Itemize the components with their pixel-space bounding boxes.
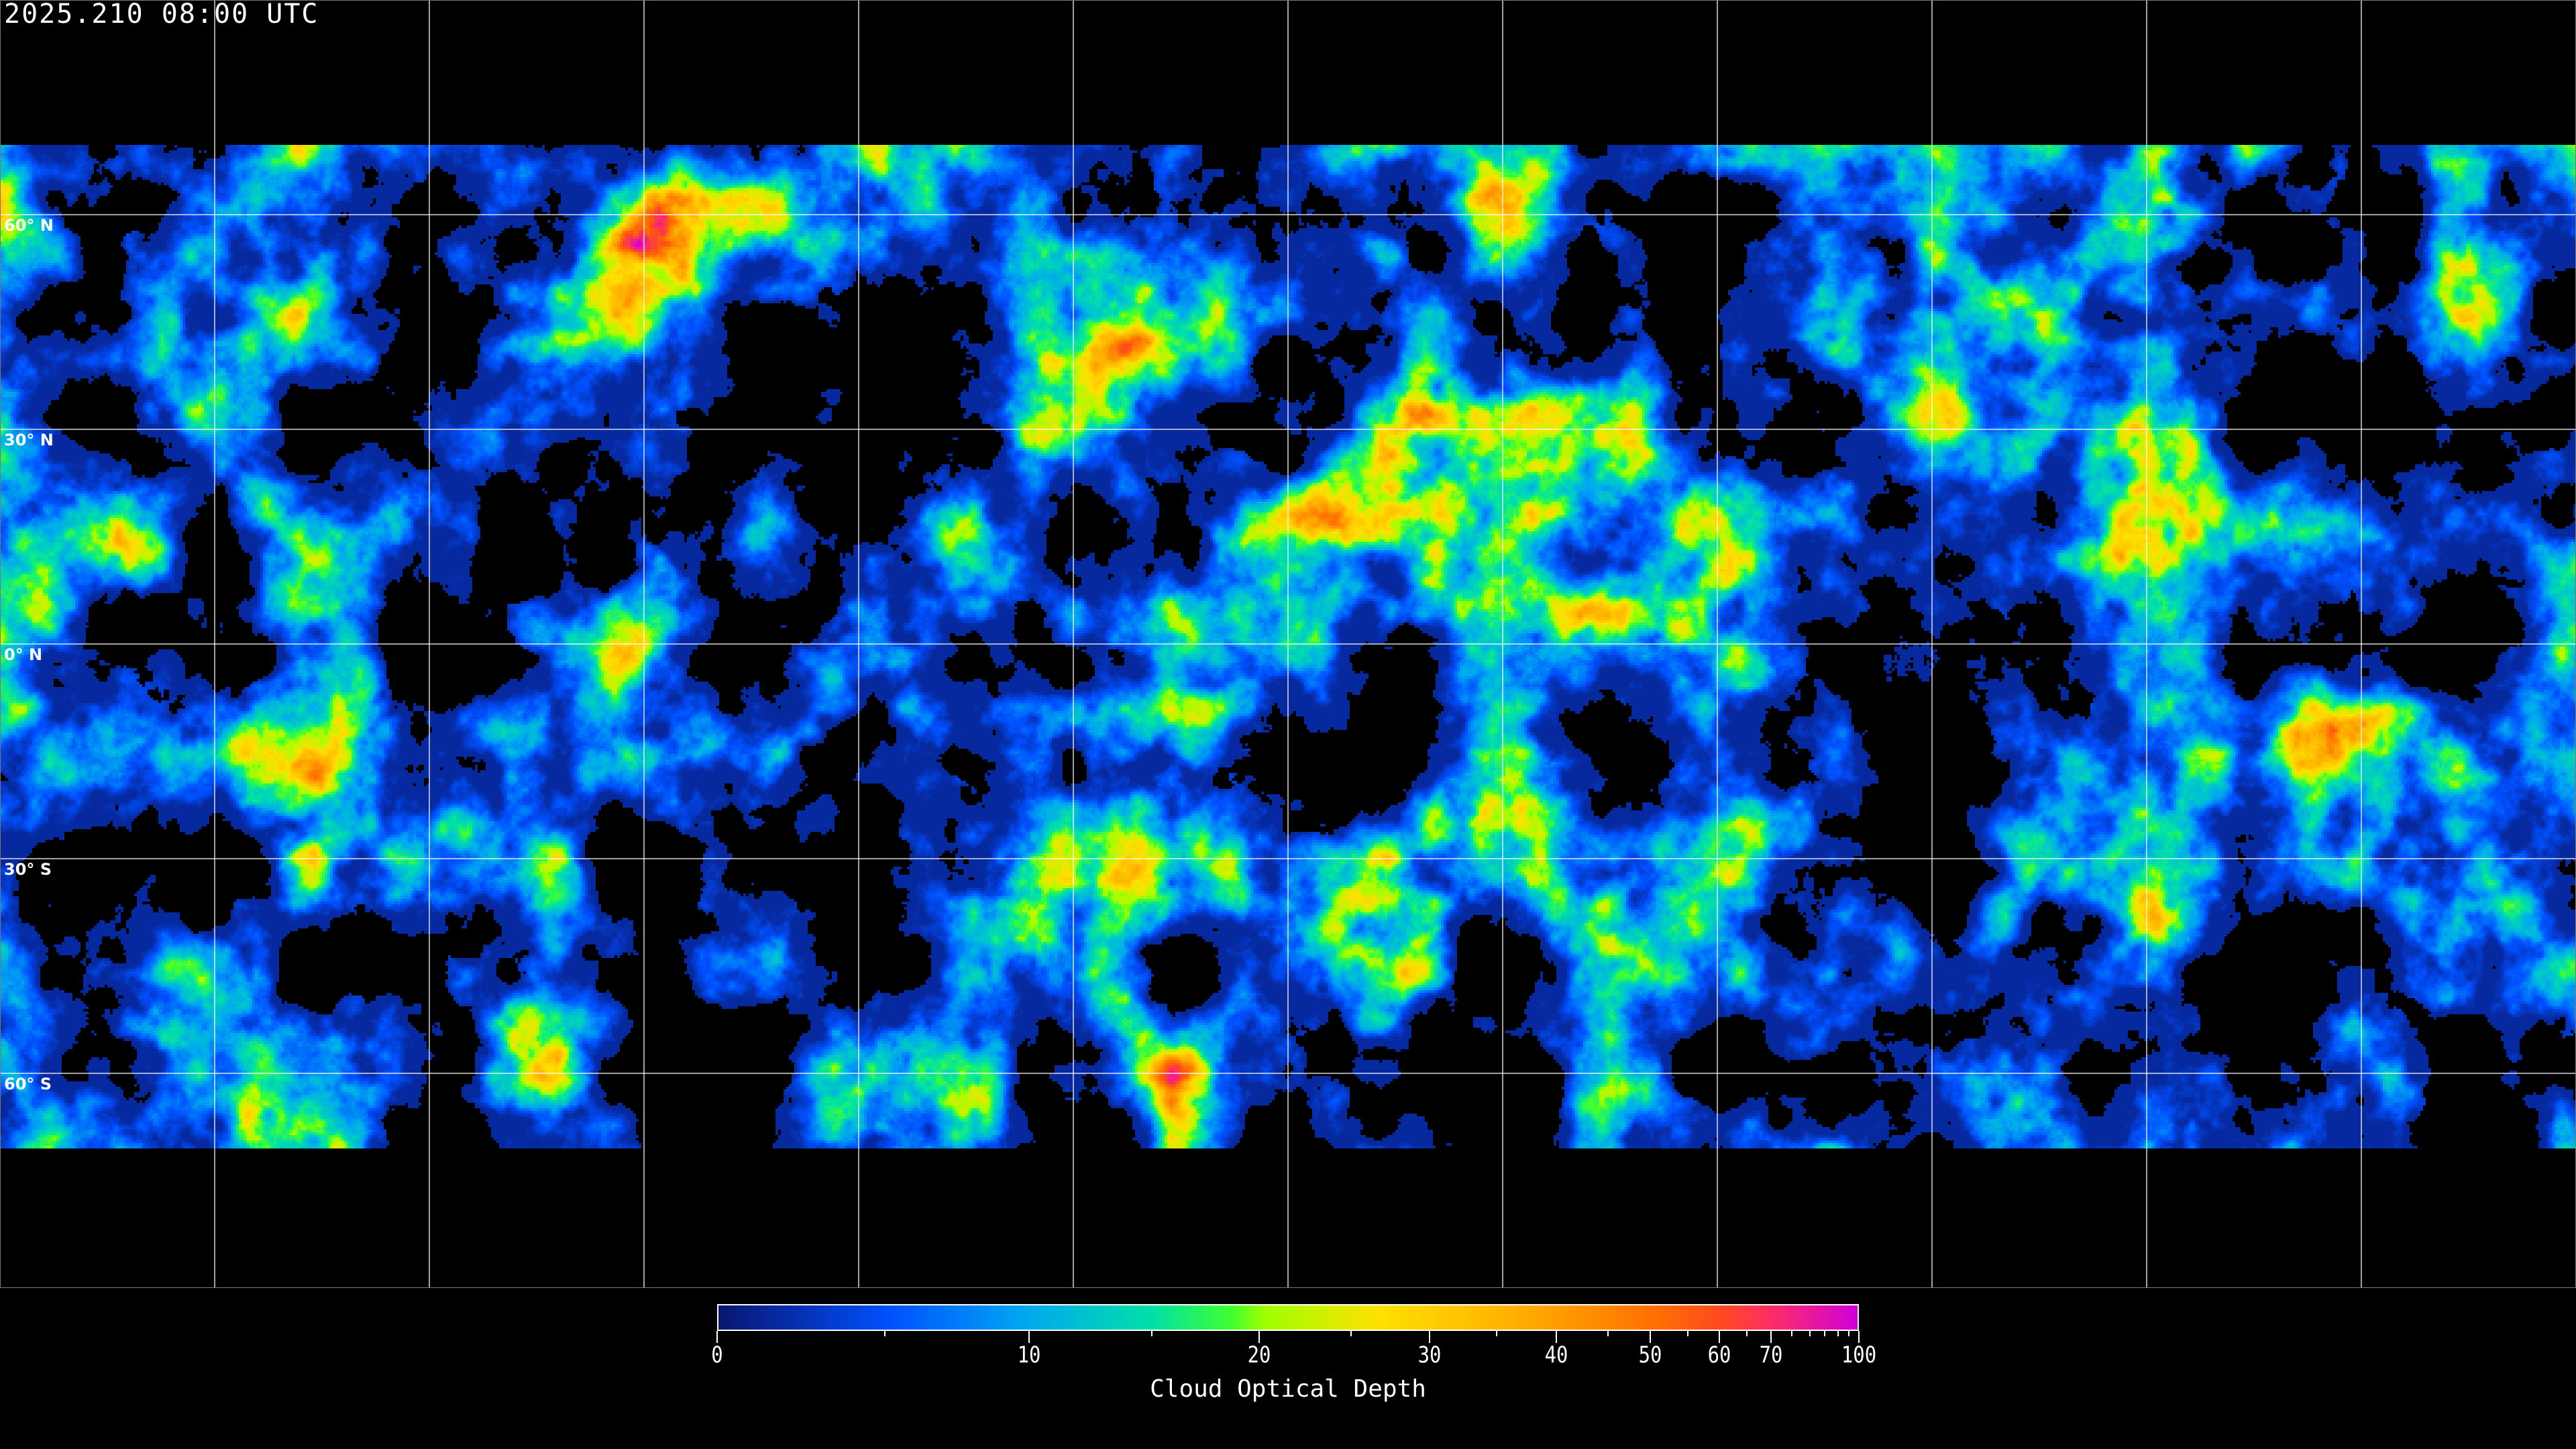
colorbar-major-tick (1858, 1331, 1860, 1343)
colorbar-minor-tick (1496, 1331, 1498, 1336)
colorbar-tick-label: 40 (1544, 1342, 1568, 1368)
colorbar-tick-label: 70 (1759, 1342, 1783, 1368)
colorbar-tick-label: 10 (1017, 1342, 1041, 1368)
lat-label-30n: 30° N (4, 431, 54, 449)
lat-label-60n: 60° N (4, 216, 54, 235)
graticule (0, 0, 2576, 1288)
colorbar-tick-label: 60 (1707, 1342, 1731, 1368)
colorbar-tick-label: 100 (1841, 1342, 1877, 1368)
lat-label-30s: 30° S (4, 860, 52, 879)
colorbar-minor-tick (1847, 1331, 1849, 1336)
colorbar-minor-tick (1823, 1331, 1825, 1336)
colorbar-major-tick (1719, 1331, 1721, 1343)
colorbar-minor-tick (1350, 1331, 1352, 1336)
colorbar-major-tick (1028, 1331, 1030, 1343)
colorbar-tick-label: 30 (1417, 1342, 1442, 1368)
colorbar-major-tick (1258, 1331, 1260, 1343)
colorbar-ticks: 0 10 20 30 40 50 60 70 100 (711, 1331, 1876, 1385)
colorbar-tick-label: 50 (1638, 1342, 1662, 1368)
colorbar-major-tick (716, 1331, 718, 1343)
colorbar-tick-label: 0 (711, 1342, 723, 1368)
colorbar-minor-tick (1686, 1331, 1688, 1336)
colorbar-title: Cloud Optical Depth (1150, 1375, 1426, 1403)
colorbar-major-tick (1429, 1331, 1431, 1343)
colorbar-major-tick (1770, 1331, 1772, 1343)
timestamp-title: 2025.210 08:00 UTC (4, 0, 319, 30)
colorbar-minor-tick (884, 1331, 886, 1336)
lat-label-60s: 60° S (4, 1075, 52, 1093)
colorbar-minor-tick (1607, 1331, 1609, 1336)
colorbar-minor-tick (1746, 1331, 1748, 1336)
colorbar-tick-label: 20 (1248, 1342, 1271, 1368)
colorbar-minor-tick (1151, 1331, 1153, 1336)
lat-label-0n: 0° N (4, 645, 43, 664)
colorbar-minor-tick (1790, 1331, 1792, 1336)
colorbar-major-tick (1649, 1331, 1651, 1343)
colorbar-major-tick (1555, 1331, 1557, 1343)
colorbar-minor-tick (1837, 1331, 1839, 1336)
colorbar-minor-tick (1809, 1331, 1811, 1336)
colorbar (717, 1304, 1859, 1331)
